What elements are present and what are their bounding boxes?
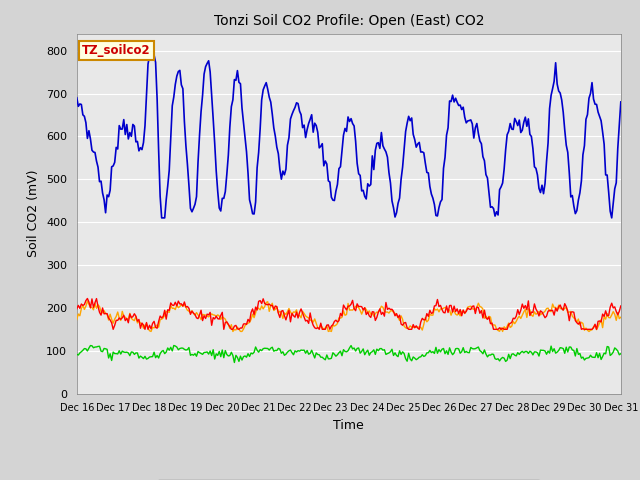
X-axis label: Time: Time [333, 419, 364, 432]
Text: TZ_soilco2: TZ_soilco2 [82, 44, 151, 58]
Y-axis label: Soil CO2 (mV): Soil CO2 (mV) [28, 170, 40, 257]
Title: Tonzi Soil CO2 Profile: Open (East) CO2: Tonzi Soil CO2 Profile: Open (East) CO2 [214, 14, 484, 28]
